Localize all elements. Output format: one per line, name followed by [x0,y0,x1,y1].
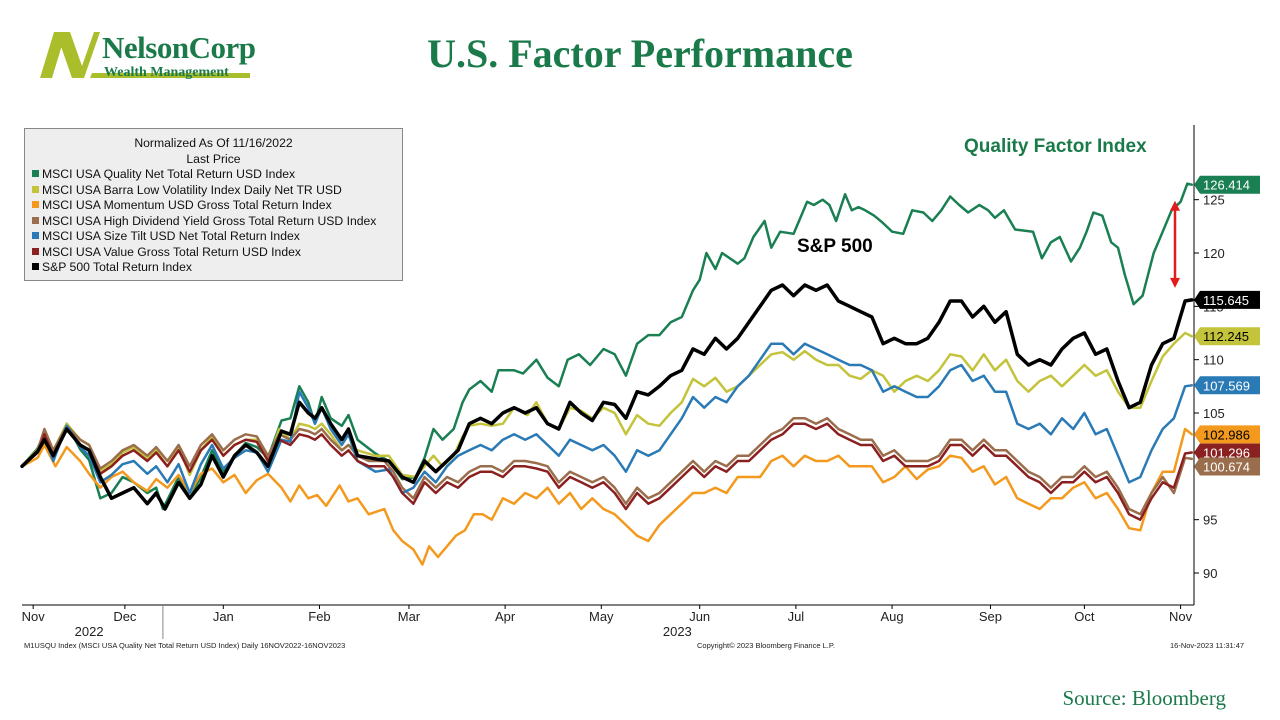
quality-annotation: Quality Factor Index [964,136,1147,157]
badge-value: 107.569 [1203,378,1250,393]
x-tick-label: Sep [979,609,1002,624]
legend-item: MSCI USA Size Tilt USD Net Total Return … [25,229,402,245]
legend-swatch [32,170,39,177]
page-title: U.S. Factor Performance [427,31,853,76]
legend-label: S&P 500 Total Return Index [42,260,192,274]
badge-shape [1194,290,1260,309]
legend-label: MSCI USA Value Gross Total Return USD In… [42,244,301,259]
x-tick-label: Aug [880,609,903,624]
x-tick-label: Jun [689,609,710,624]
badge-shape [1194,175,1260,194]
gap-arrow-head-up [1170,200,1180,211]
legend-last-price-label: Last Price [186,151,241,166]
logo: NelsonCorp Wealth Management [40,26,256,86]
legend-items: MSCI USA Quality Net Total Return USD In… [25,167,402,276]
badge-shape [1194,327,1260,346]
x-tick-label: Apr [495,609,516,624]
y-tick-label: 105 [1203,406,1225,421]
x-tick-label: Jan [213,609,234,624]
ticker-note: M1USQU Index (MSCI USA Quality Net Total… [24,641,346,650]
logo-subtitle: Wealth Management [104,65,229,80]
sp500-annotation: S&P 500 [797,236,873,257]
legend-swatch [32,247,39,255]
y-tick-label: 125 [1203,193,1225,208]
y-tick-label: 90 [1203,566,1217,581]
x-tick-label: Feb [308,609,330,624]
badge-value: 126.414 [1203,178,1250,193]
badge-shape [1194,443,1260,462]
last-value-badge: 101.296 [1194,443,1260,462]
gap-arrow-head-down [1170,277,1180,288]
chart-legend: Normalized As Of 11/16/2022 Last Price M… [24,128,403,281]
series-line-5 [20,422,1194,521]
legend-item: MSCI USA High Dividend Yield Gross Total… [25,214,402,230]
series-line-3 [20,417,1194,516]
legend-label: MSCI USA Momentum USD Gross Total Return… [42,198,332,212]
x-tick-label: Oct [1074,609,1095,624]
timestamp-note: 16-Nov-2023 11:31:47 [1170,641,1245,650]
x-year-label: 2022 [75,624,104,639]
y-tick-label: 110 [1203,353,1224,368]
last-value-badge: 115.645 [1194,290,1260,309]
legend-item: S&P 500 Total Return Index [25,260,402,276]
legend-label: MSCI USA Size Tilt USD Net Total Return … [42,229,300,243]
y-tick-label: 120 [1203,246,1225,261]
series-line-2 [20,427,1194,566]
last-value-badge: 102.986 [1194,425,1260,444]
logo-name: NelsonCorp [102,30,256,65]
legend-swatch [32,263,39,270]
legend-swatch [32,201,39,208]
legend-item: MSCI USA Barra Low Volatility Index Dail… [25,183,402,199]
badge-shape [1194,425,1260,444]
x-year-label: 2023 [663,624,692,639]
series-line-4 [20,342,1194,495]
badge-value: 101.296 [1203,445,1250,460]
x-tick-label: Nov [22,609,46,624]
x-tick-label: Mar [398,609,421,624]
x-tick-label: Dec [113,609,137,624]
legend-item: MSCI USA Quality Net Total Return USD In… [25,167,402,183]
badge-value: 100.674 [1203,459,1250,474]
badge-shape [1194,376,1260,395]
badge-value: 112.245 [1203,329,1249,344]
legend-item: MSCI USA Value Gross Total Return USD In… [25,245,402,261]
legend-label: MSCI USA Barra Low Volatility Index Dail… [42,182,342,197]
legend-swatch [32,232,39,239]
last-value-badge: 100.674 [1194,457,1260,476]
logo-mark [40,32,250,78]
x-tick-label: May [589,609,614,624]
y-tick-label: 95 [1203,513,1217,528]
last-value-badge: 126.414 [1194,175,1260,194]
legend-swatch [32,216,39,224]
x-tick-label: Jul [788,609,805,624]
x-tick-label: Nov [1169,609,1193,624]
last-value-badge: 112.245 [1194,327,1260,346]
legend-label: MSCI USA High Dividend Yield Gross Total… [42,213,377,228]
copyright-note: Copyright© 2023 Bloomberg Finance L.P. [697,641,835,650]
series-line-6 [20,283,1194,511]
source-note: Source: Bloomberg [1062,686,1226,710]
legend-label: MSCI USA Quality Net Total Return USD In… [42,167,296,181]
legend-item: MSCI USA Momentum USD Gross Total Return… [25,198,402,214]
legend-swatch [32,185,39,193]
last-value-badge: 107.569 [1194,376,1260,395]
legend-normalized-note: Normalized As Of 11/16/2022 [134,136,293,150]
badge-shape [1194,457,1260,476]
badge-value: 115.645 [1203,293,1249,308]
badge-value: 102.986 [1203,427,1250,442]
